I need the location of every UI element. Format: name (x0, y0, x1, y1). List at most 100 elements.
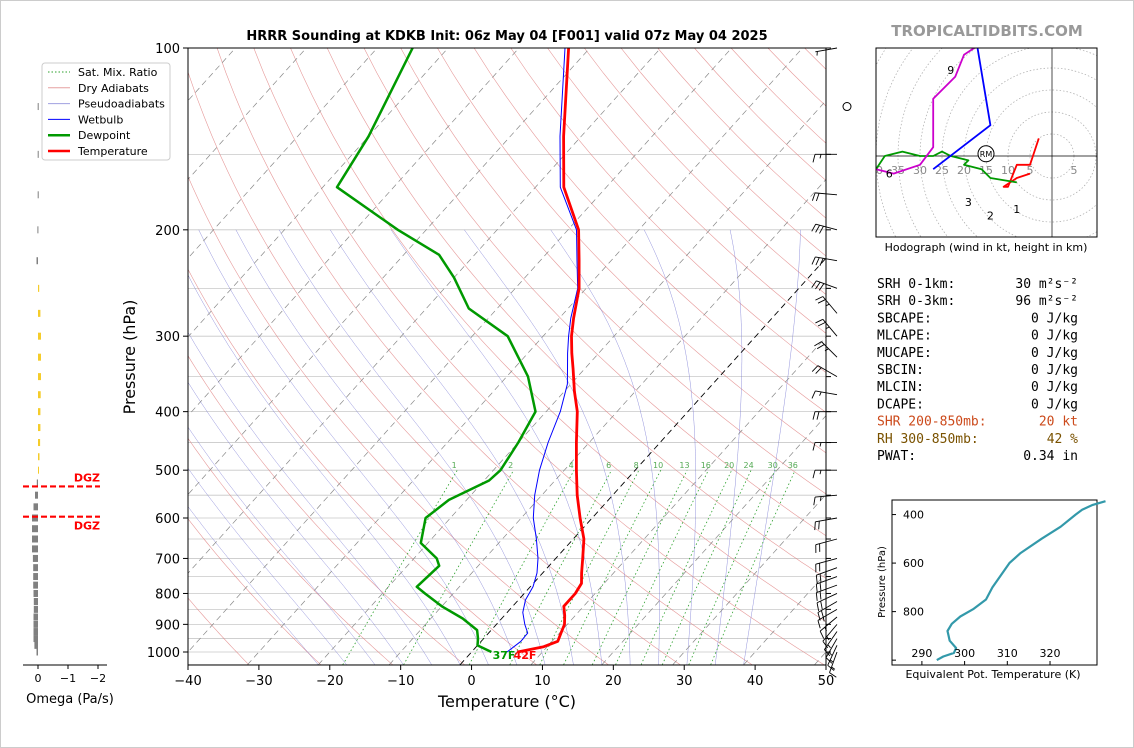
x-tick-label: 0 (467, 674, 475, 689)
mixing-ratio-line (468, 470, 575, 665)
barb-flag (819, 258, 824, 267)
omega-bar-ascent (32, 535, 38, 543)
x-tick-label: −20 (316, 674, 343, 689)
omega-bar-ascent (32, 525, 38, 533)
barb-flag (827, 664, 835, 671)
barb-flag (815, 584, 818, 593)
temperature-profile (517, 48, 586, 654)
barb-flag (815, 257, 820, 266)
barb-staff (816, 584, 838, 594)
omega-axis-label: Omega (Pa/s) (26, 692, 114, 707)
y-tick-label: 800 (155, 587, 180, 602)
barb-flag (811, 223, 817, 232)
skewt-background-lines (188, 48, 826, 665)
hodograph-height-marker: 9 (947, 64, 954, 77)
omega-bar-ascent (37, 191, 39, 199)
barb-flag (819, 582, 822, 591)
hodograph-trace (876, 150, 1017, 184)
hodograph-ring (810, 0, 1134, 398)
barb-flag (815, 296, 824, 301)
omega-bar-descent (38, 453, 40, 461)
omega-bar-ascent (33, 628, 38, 636)
theta-e-y-tick-label: 600 (903, 557, 924, 570)
index-value: 0 J/kg (1031, 397, 1078, 412)
barb-flag (816, 602, 820, 611)
hodograph-ring-label: 30 (913, 164, 927, 177)
dry-adiabat (188, 355, 465, 665)
legend-entry-label: Wetbulb (78, 113, 123, 126)
omega-bar-ascent (37, 103, 39, 111)
barb-flag (819, 630, 825, 639)
barb-flag (811, 390, 816, 399)
barb-flag (829, 672, 837, 678)
omega-panel: 0 −1 −2 DGZ DGZ (23, 103, 107, 685)
calm-wind-circle (842, 102, 852, 112)
dry-adiabat (216, 48, 753, 665)
omega-bar-descent (38, 466, 39, 474)
index-label: MLCIN: (877, 380, 924, 395)
barb-flag (815, 193, 820, 202)
barb-staff (822, 296, 838, 314)
hodograph-frame (875, 47, 1098, 238)
legend-entry-label: Sat. Mix. Ratio (78, 66, 158, 79)
barb-flag (811, 192, 816, 201)
omega-bar-ascent (36, 257, 38, 265)
hodograph-trace (932, 48, 992, 170)
theta-e-x-tick-label: 310 (997, 647, 1018, 660)
index-value: 0 J/kg (1031, 346, 1078, 361)
moist-adiabat (198, 229, 489, 665)
barb-flag (812, 442, 816, 451)
chart-title: HRRR Sounding at KDKB Init: 06z May 04 [… (246, 29, 767, 44)
x-tick-label: 30 (676, 674, 693, 689)
dry-adiabat (188, 518, 322, 665)
mixing-ratio-label: 24 (744, 461, 754, 470)
omega-bar-descent (38, 424, 41, 432)
dry-adiabat (326, 48, 826, 579)
isotherm (188, 48, 307, 180)
omega-bar-descent (38, 309, 41, 317)
omega-bar-ascent (33, 613, 38, 621)
barb-half-flag (819, 442, 822, 447)
mixing-ratio-label: 36 (788, 461, 798, 470)
mixing-ratio-label: 20 (724, 461, 734, 470)
skewt-axes-ticks: −40 −30 −20 −10 0 10 20 30 40 50 100 200 300 400 500 60… (147, 42, 834, 689)
skewt-plot-area (187, 47, 827, 666)
barb-flag (817, 321, 826, 327)
barb-flag (813, 497, 816, 506)
surface-dewpoint-label: 37F (493, 649, 516, 662)
barb-half-flag (819, 154, 822, 159)
moist-adiabat (550, 229, 660, 665)
mixing-ratio-label: 16 (701, 461, 711, 470)
hodograph-trace (1002, 138, 1040, 188)
omega-bar-ascent (37, 150, 39, 158)
omega-bar-ascent (33, 605, 38, 613)
isotherm (188, 48, 449, 338)
barb-staff (821, 341, 838, 358)
omega-bar-ascent (33, 635, 38, 643)
dry-adiabat (363, 48, 826, 537)
barb-half-flag (828, 652, 833, 656)
hodograph-height-marker: 1 (1013, 203, 1020, 216)
mixing-ratio-line (710, 470, 796, 665)
mixing-ratio-line (539, 470, 640, 665)
dry-adiabat (188, 268, 537, 665)
moist-adiabat (235, 229, 517, 665)
mixing-ratio-line (403, 470, 514, 665)
isotherm (247, 48, 803, 665)
index-label: MUCAPE: (877, 346, 932, 361)
barb-staff (817, 365, 838, 378)
barb-flag (815, 367, 822, 374)
omega-tick-label: 0 (35, 672, 42, 685)
mixing-ratio-label: 6 (606, 461, 611, 470)
moist-adiabat (278, 229, 546, 665)
barb-half-flag (829, 659, 834, 663)
hodograph-ring-label: 10 (1001, 164, 1015, 177)
barb-staff (817, 608, 838, 621)
isotherm (388, 178, 826, 665)
index-label: SRH 0-1km: (877, 277, 955, 292)
mixing-ratio-label: 30 (768, 461, 778, 470)
mixing-ratio-label: 8 (634, 461, 639, 470)
barb-flag (819, 225, 824, 234)
hodograph-ring-label: 5 (1027, 164, 1034, 177)
